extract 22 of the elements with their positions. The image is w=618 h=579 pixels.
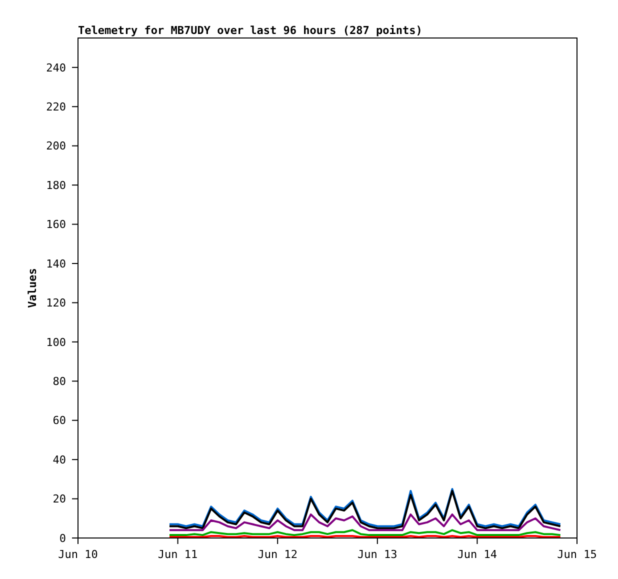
y-axis-title: Values xyxy=(26,268,39,308)
y-tick-label: 20 xyxy=(52,492,66,506)
y-tick-label: 60 xyxy=(52,414,66,428)
x-tick-label: Jun 10 xyxy=(58,548,98,561)
y-tick-label: 160 xyxy=(46,218,66,232)
y-tick-label: 40 xyxy=(52,453,66,466)
chart-title: Telemetry for MB7UDY over last 96 hours (287 points) xyxy=(78,24,422,37)
x-tick-label: Jun 13 xyxy=(358,548,398,561)
x-tick-label: Jun 15 xyxy=(557,548,597,561)
x-tick-label: Jun 11 xyxy=(158,548,198,561)
y-tick-label: 0 xyxy=(59,532,66,545)
y-tick-label: 240 xyxy=(46,61,66,74)
y-tick-label: 80 xyxy=(52,374,66,388)
y-tick-label: 180 xyxy=(46,178,66,192)
x-tick-label: Jun 12 xyxy=(258,548,298,561)
y-tick-label: 140 xyxy=(46,257,66,270)
y-tick-label: 120 xyxy=(46,296,66,310)
y-tick-label: 200 xyxy=(46,140,66,153)
y-tick-label: 100 xyxy=(46,336,66,349)
x-tick-label: Jun 14 xyxy=(457,548,498,561)
line-series xyxy=(168,513,562,532)
y-tick-label: 220 xyxy=(46,100,66,114)
